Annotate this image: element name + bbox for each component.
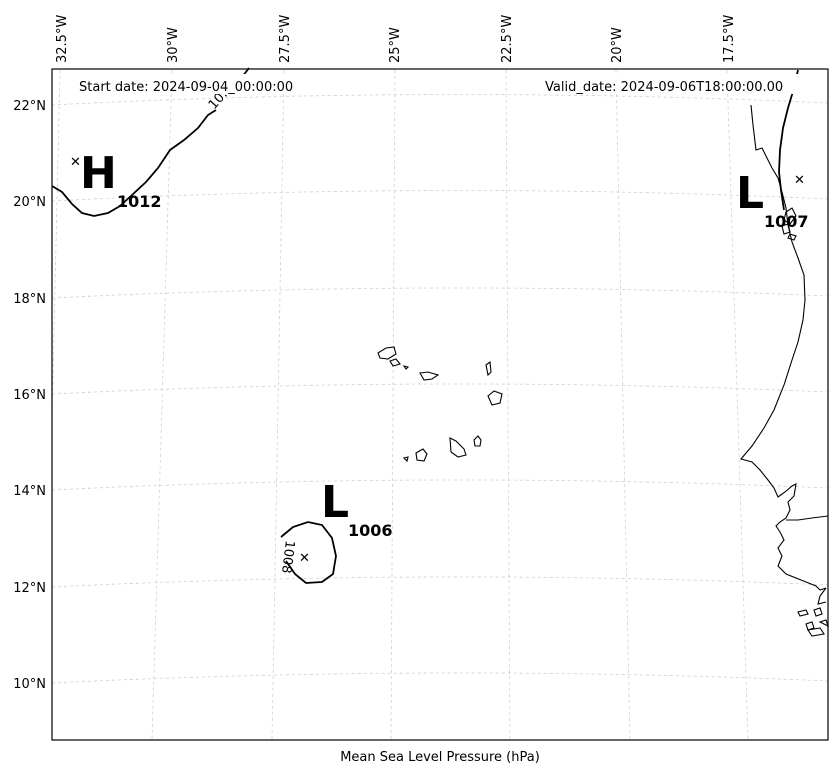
graticule bbox=[51, 69, 829, 741]
lat-tick-label: 14°N bbox=[13, 484, 46, 499]
lat-tick-label: 12°N bbox=[13, 581, 46, 596]
island-sal bbox=[485, 360, 492, 377]
canary-island bbox=[781, 223, 791, 235]
lon-gridline bbox=[726, 69, 749, 741]
lat-gridline bbox=[51, 672, 829, 684]
isobars bbox=[51, 67, 799, 584]
lon-tick-label: 20°W bbox=[610, 27, 625, 63]
valid-date: Valid_date: 2024-09-06T18:00:00.00 bbox=[545, 80, 783, 95]
isobar-label: 1008 bbox=[278, 540, 297, 575]
low-pressure-value: 1007 bbox=[764, 212, 809, 231]
island-santo-antao bbox=[377, 346, 397, 360]
africa-coast-north bbox=[740, 104, 827, 591]
low-pressure-letter: L bbox=[321, 477, 349, 528]
lon-gridline bbox=[505, 69, 511, 741]
lon-gridline bbox=[271, 69, 285, 741]
center-marker-icon: ✕ bbox=[299, 551, 310, 566]
bijagos-island bbox=[805, 621, 815, 631]
isobar-1008-contour bbox=[280, 521, 337, 584]
bijagos-island bbox=[797, 609, 809, 617]
lon-tick-label: 30°W bbox=[166, 27, 181, 63]
lat-gridline bbox=[51, 94, 829, 106]
canary-island bbox=[787, 233, 797, 241]
africa-coast-south bbox=[817, 587, 827, 605]
start-date-background bbox=[70, 74, 320, 94]
lat-gridline bbox=[51, 576, 829, 588]
lon-gridline bbox=[615, 69, 631, 741]
lat-gridline bbox=[51, 383, 829, 395]
start-date: Start date: 2024-09-04_00:00:00 bbox=[79, 80, 293, 95]
bijagos-island bbox=[818, 619, 829, 628]
lon-tick-label: 22.5°W bbox=[500, 15, 515, 63]
x-axis-label: Mean Sea Level Pressure (hPa) bbox=[340, 750, 540, 765]
map-frame bbox=[51, 68, 829, 741]
low-pressure-letter: L bbox=[736, 168, 764, 219]
high-pressure-letter: H bbox=[80, 148, 117, 199]
island-sao-vicente bbox=[389, 358, 401, 367]
cape-verde-islands bbox=[377, 346, 503, 463]
island-maio bbox=[473, 435, 482, 447]
lat-gridline bbox=[51, 479, 829, 491]
pressure-centers: ✕ H 1012 ✕ L 1007 ✕ L 1006 bbox=[70, 148, 809, 566]
lon-gridline bbox=[51, 69, 61, 421]
africa-coast-gulf bbox=[786, 515, 829, 521]
lat-gridline bbox=[51, 287, 829, 299]
lat-tick-label: 16°N bbox=[13, 388, 46, 403]
island-santiago bbox=[449, 437, 467, 458]
lat-tick-label: 10°N bbox=[13, 677, 46, 692]
isobar-1012-contour bbox=[51, 109, 217, 217]
island-boa-vista bbox=[487, 390, 503, 406]
high-pressure-value: 1012 bbox=[117, 192, 162, 211]
center-marker-icon: ✕ bbox=[70, 155, 81, 170]
low-pressure-value: 1006 bbox=[348, 521, 393, 540]
lat-tick-label: 20°N bbox=[13, 195, 46, 210]
lon-gridline bbox=[151, 69, 173, 741]
lon-gridline bbox=[390, 69, 396, 741]
coastline bbox=[740, 104, 829, 637]
island-santa-luzia bbox=[402, 365, 410, 370]
center-marker-icon: ✕ bbox=[794, 173, 805, 188]
lon-tick-label: 25°W bbox=[388, 27, 403, 63]
lat-tick-label: 18°N bbox=[13, 292, 46, 307]
island-brava bbox=[402, 456, 409, 463]
latitude-axis: 22°N 20°N 18°N 16°N 14°N 12°N 10°N bbox=[13, 99, 46, 692]
canary-island bbox=[783, 207, 797, 225]
lon-tick-label: 17.5°W bbox=[722, 15, 737, 63]
valid-date-background bbox=[538, 74, 806, 94]
longitude-axis: 32.5°W 30°W 27.5°W 25°W 22.5°W 20°W 17.5… bbox=[55, 15, 737, 63]
island-sao-nicolau bbox=[419, 371, 440, 381]
lon-tick-label: 27.5°W bbox=[278, 15, 293, 63]
lat-tick-label: 22°N bbox=[13, 99, 46, 114]
bijagos-island bbox=[807, 627, 825, 637]
bijagos-island bbox=[813, 607, 823, 617]
lat-gridline bbox=[51, 190, 829, 202]
lon-tick-label: 32.5°W bbox=[55, 15, 70, 63]
island-fogo bbox=[415, 448, 428, 462]
